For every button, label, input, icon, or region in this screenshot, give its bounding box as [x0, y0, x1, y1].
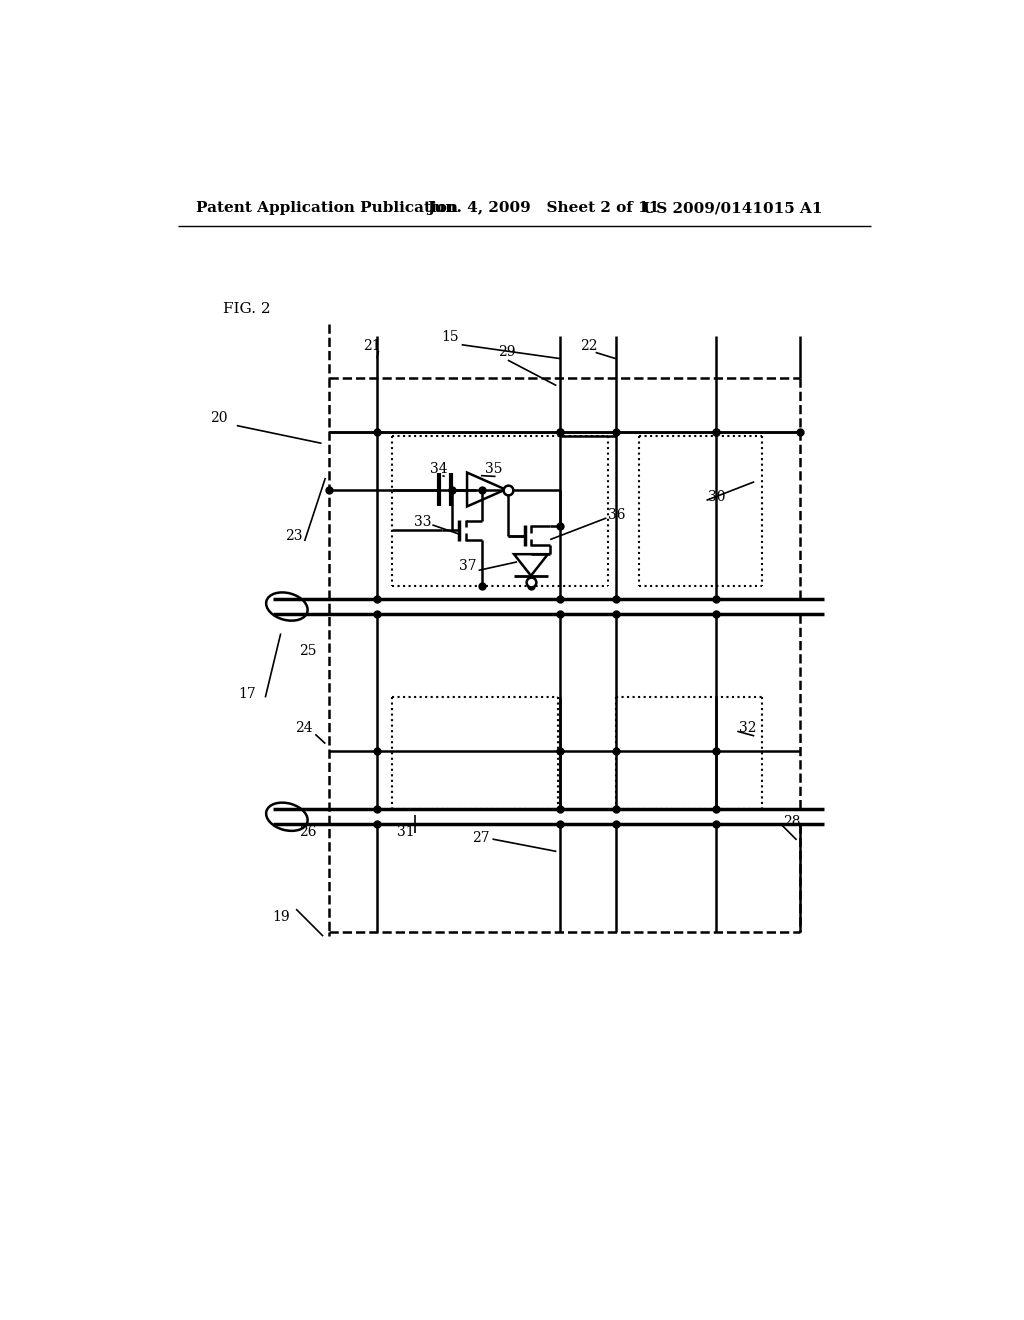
Text: 17: 17: [239, 686, 256, 701]
Text: US 2009/0141015 A1: US 2009/0141015 A1: [643, 202, 822, 215]
Text: Jun. 4, 2009   Sheet 2 of 11: Jun. 4, 2009 Sheet 2 of 11: [427, 202, 659, 215]
Text: 37: 37: [459, 560, 476, 573]
Text: 35: 35: [485, 462, 503, 475]
Text: 28: 28: [783, 816, 801, 829]
Text: 36: 36: [608, 508, 626, 521]
Text: 23: 23: [285, 529, 302, 543]
Text: 21: 21: [362, 338, 380, 352]
Text: 27: 27: [472, 830, 489, 845]
Text: 20: 20: [210, 411, 228, 425]
Text: 22: 22: [580, 338, 597, 352]
Text: 19: 19: [272, 909, 290, 924]
Text: FIG. 2: FIG. 2: [223, 301, 270, 315]
Text: 32: 32: [739, 721, 757, 735]
Text: 15: 15: [441, 330, 459, 345]
Text: 29: 29: [498, 346, 515, 359]
Text: 25: 25: [299, 644, 316, 659]
Text: 26: 26: [299, 825, 316, 840]
Text: 24: 24: [295, 721, 312, 735]
Text: 33: 33: [415, 515, 432, 529]
Text: 31: 31: [397, 825, 415, 840]
Text: Patent Application Publication: Patent Application Publication: [196, 202, 458, 215]
Text: 34: 34: [430, 462, 447, 475]
Text: 30: 30: [708, 490, 726, 504]
